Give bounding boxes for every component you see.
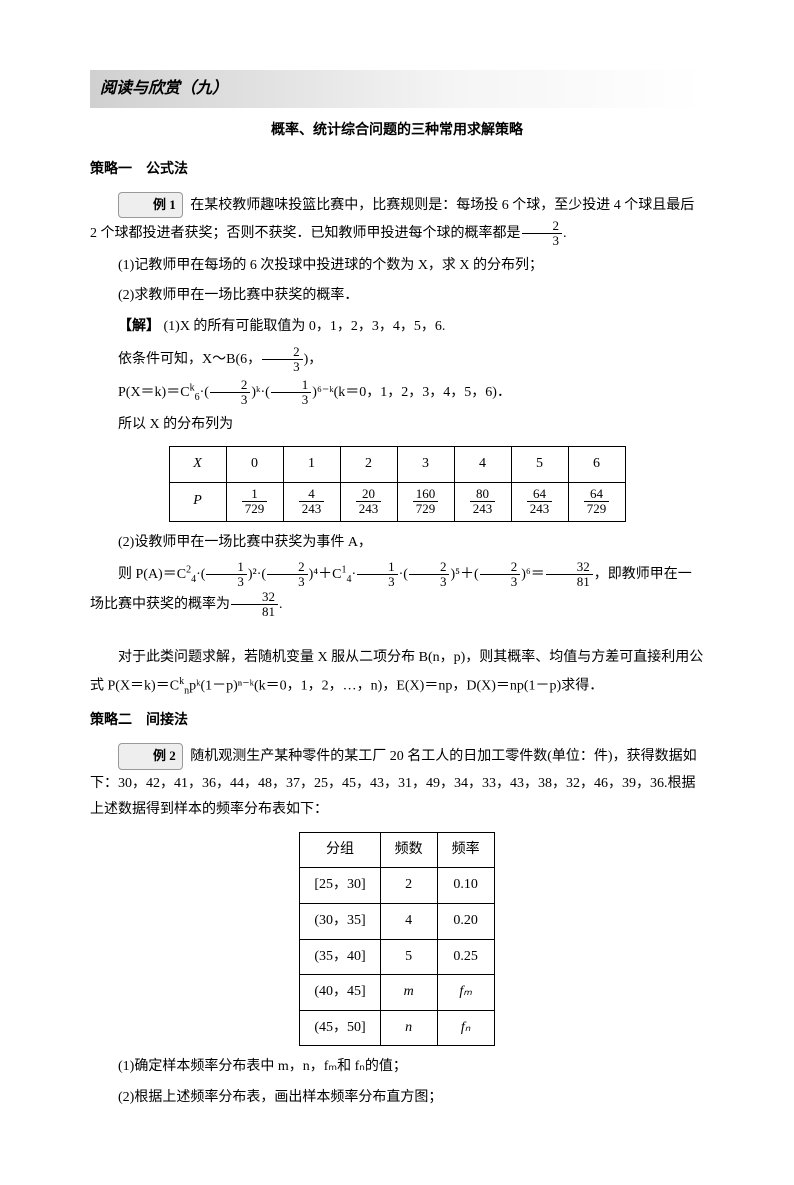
dist-values-row: P 1729 4243 20243 160729 80243 64243 647… xyxy=(169,482,625,521)
subtitle: 概率、统计综合问题的三种常用求解策略 xyxy=(90,118,704,145)
distribution-table: X 0 1 2 3 4 5 6 P 1729 4243 20243 160729… xyxy=(169,446,626,521)
example2-q1: (1)确定样本频率分布表中 m，n，fₘ和 fₙ的值； xyxy=(90,1054,704,1081)
example1-q1: (1)记教师甲在每场的 6 次投球中投进球的个数为 X，求 X 的分布列； xyxy=(90,253,704,280)
example1-label: 例 1 xyxy=(118,192,183,219)
freq-header: 分组 频数 频率 xyxy=(300,832,494,868)
dist-header-row: X 0 1 2 3 4 5 6 xyxy=(169,447,625,483)
example2-problem: 例 2 随机观测生产某种零件的某工厂 20 名工人的日加工零件数(单位：件)，获… xyxy=(90,743,704,824)
solution2-b: 则 P(A)＝C24·(13)²·(23)⁴＋C14·13·(23)⁵＋(23)… xyxy=(90,560,704,619)
prob-frac: 23 xyxy=(522,219,563,249)
solution1-d: 所以 X 的分布列为 xyxy=(90,412,704,439)
strategy1-title: 策略一 公式法 xyxy=(90,157,704,184)
solution1-b: 依条件可知，X～B(6，23)， xyxy=(90,345,704,375)
solution1-c: P(X＝k)＝Ck6·(23)ᵏ·(13)⁶⁻ᵏ(k＝0，1，2，3，4，5，6… xyxy=(90,378,704,408)
example1-q2: (2)求教师甲在一场比赛中获奖的概率． xyxy=(90,283,704,310)
frequency-table: 分组 频数 频率 [25，30]20.10 (30，35]40.20 (35，4… xyxy=(299,832,494,1047)
solution-label: 【解】 xyxy=(118,319,160,334)
example1-problem: 例 1 在某校教师趣味投篮比赛中，比赛规则是：每场投 6 个球，至少投进 4 个… xyxy=(90,192,704,249)
note1: 对于此类问题求解，若随机变量 X 服从二项分布 B(n，p)，则其概率、均值与方… xyxy=(90,645,704,700)
example2-label: 例 2 xyxy=(118,743,183,770)
example2-q2: (2)根据上述频率分布表，画出样本频率分布直方图； xyxy=(90,1085,704,1112)
sol1a-text: (1)X 的所有可能取值为 0，1，2，3，4，5，6. xyxy=(164,319,446,334)
section-header: 阅读与欣赏（九） xyxy=(90,70,704,108)
solution1-a: 【解】 (1)X 的所有可能取值为 0，1，2，3，4，5，6. xyxy=(90,314,704,341)
strategy2-title: 策略二 间接法 xyxy=(90,708,704,735)
solution2-a: (2)设教师甲在一场比赛中获奖为事件 A， xyxy=(90,530,704,557)
